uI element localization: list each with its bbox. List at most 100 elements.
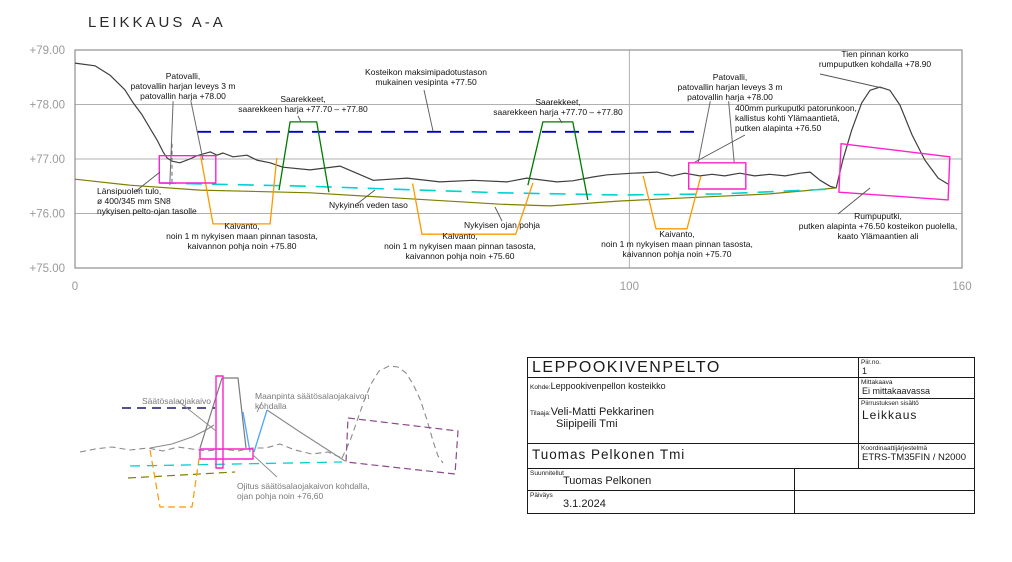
saarekkeet-1: Saarekkeet, saarekkeen harja +77.70 – +77… [238, 94, 368, 114]
kosteikon-vesipinta: Kosteikon maksimipadotustason mukainen ve… [365, 67, 487, 87]
island-2 [527, 121, 589, 201]
detail-leader-ojitus [252, 454, 278, 478]
dam-1-right-slope [190, 101, 204, 161]
dam-1-left-slope [169, 101, 174, 186]
detail-label-maanpinta-line-1: kohdalla [255, 401, 287, 411]
rumpuputki-line-2: kaato Ylämaantien ali [837, 231, 918, 241]
saarekkeet-2-line-0: Saarekkeet, [535, 97, 580, 107]
detail-cyan-water [129, 461, 343, 467]
detail-label-ojitus: Ojitus säätösalaojakaivon kohdalla, ojan … [237, 481, 370, 501]
nykyinen-veden-taso: Nykyinen veden taso [329, 200, 408, 210]
y-tick-label-79: +79.00 [30, 45, 66, 57]
detail-label-saatosalaojakaivo: Säätösalaojakaivo [142, 396, 211, 406]
detail-ground-left [149, 424, 215, 449]
lansipuolen-tulo: Länsipuolen tulo, ø 400/345 mm SN8 nykyise… [97, 186, 197, 216]
kohde-label: Kohde: [530, 384, 551, 391]
rumpuputki-line-0: Rumpuputki, [854, 211, 902, 221]
patovalli-2-line-0: Patovalli, [713, 72, 748, 82]
project-title: LEPPOOKIVENPELTO [532, 359, 721, 376]
detail-label-saatosalaojakaivo-line-0: Säätösalaojakaivo [142, 396, 211, 406]
detail-dam-body [199, 377, 247, 449]
detail-ground-dashed [79, 443, 343, 459]
kaivanto-1-line-1: noin 1 m nykyisen maan pinnan tasosta, [166, 231, 318, 241]
kaivanto-3-line-2: kaivannon pohja noin +75.70 [623, 249, 732, 259]
company-name: Tuomas Pelkonen Tmi [532, 447, 686, 462]
kohde-value: Leppookivenpellon kosteikko [550, 381, 666, 391]
mittakaava-label: Mittakaava [861, 379, 893, 386]
detail-label-ojitus-line-0: Ojitus säätösalaojakaivon kohdalla, [237, 481, 370, 491]
suunnitellut-label: Suunnitellut [530, 470, 564, 477]
tilaaja-line1: Veli-Matti Pekkarinen [550, 406, 655, 418]
patovalli-2-line-1: patovallin harjan leveys 3 m [678, 82, 783, 92]
koordinaatisto-value: ETRS-TM35FIN / N2000 [862, 452, 966, 463]
leader-veden-taso [356, 189, 376, 205]
leader-saarekkeet-2 [558, 117, 563, 124]
nykyisen-ojan-pohja: Nykyisen ojan pohja [464, 220, 540, 230]
saarekkeet-1-line-0: Saarekkeet, [280, 94, 325, 104]
tien-pinnan-korko: Tien pinnan korko rumpuputken kohdalla +7… [819, 49, 932, 69]
excavation-2 [411, 182, 534, 235]
kaivanto-1-line-0: Kaivanto, [224, 221, 259, 231]
leader-ojan-pohja [494, 206, 503, 222]
nykyisen-ojan-pohja-line-0: Nykyisen ojan pohja [464, 220, 540, 230]
x-tick-label-0: 0 [72, 281, 78, 293]
kaivanto-2: Kaivanto, noin 1 m nykyisen maan pinnan t… [384, 231, 536, 261]
lansipuolen-tulo-line-1: ø 400/345 mm SN8 [97, 196, 171, 206]
purkuputki-400-line-0: 400mm purkuputki patorunkoon, [735, 103, 857, 113]
kaivanto-3-line-0: Kaivanto, [659, 229, 694, 239]
island-1 [278, 121, 330, 193]
y-tick-label-78: +78.00 [30, 100, 66, 112]
detail-leader-maanpinta [256, 401, 263, 413]
kaivanto-2-line-1: noin 1 m nykyisen maan pinnan tasosta, [384, 241, 536, 251]
kaivanto-3: Kaivanto, noin 1 m nykyisen maan pinnan t… [601, 229, 753, 259]
kosteikon-vesipinta-line-0: Kosteikon maksimipadotustason [365, 67, 487, 77]
kohde-row: Kohde:Leppookivenpellon kosteikko [530, 381, 666, 391]
detail-label-ojitus-line-1: ojan pohja noin +76,60 [237, 491, 324, 501]
tilaaja-line2: Siipipeili Tmi [556, 418, 618, 430]
excavation-1 [200, 156, 278, 225]
patovalli-1: Patovalli, patovallin harjan leveys 3 m pa… [131, 71, 236, 101]
detail-label-maanpinta-line-0: Maanpinta säätösalaojakaivon [255, 391, 370, 401]
detail-ground-right [266, 409, 346, 462]
sisalto-value: Leikkaus [862, 408, 918, 422]
purkuputki-400-line-1: kallistus kohti Ylämaantietä, [735, 113, 840, 123]
saarekkeet-2: Saarekkeet, saarekkeen harja +77.70 – +77… [493, 97, 623, 117]
drawing-no: 1 [862, 366, 868, 376]
kaivanto-2-line-0: Kaivanto, [442, 231, 477, 241]
west-inlet-zone-box [158, 154, 217, 184]
detail-control-well-vertical [215, 375, 224, 469]
patovalli-1-line-2: patovallin harja +78.00 [140, 91, 226, 101]
saarekkeet-2-line-1: saarekkeen harja +77.70 – +77.80 [493, 107, 623, 117]
title-block: LEPPOOKIVENPELTO Piir.no. 1 Kohde:Leppoo… [527, 357, 975, 514]
kaivanto-2-line-2: kaivannon pohja noin +75.60 [406, 251, 515, 261]
leader-purkuputki [694, 134, 746, 163]
koordinaatisto-label: Koordinaattijärjestelmä [861, 445, 928, 452]
rumpuputki: Rumpuputki, putken alapinta +76.50 kostei… [799, 211, 958, 241]
dam-2-right-slope [728, 101, 735, 163]
x-tick-label-160: 160 [952, 281, 971, 293]
purkuputki-400: 400mm purkuputki patorunkoon, kallistus k… [735, 103, 857, 133]
patovalli-1-line-1: patovallin harjan leveys 3 m [131, 81, 236, 91]
culvert-zone-box [838, 142, 951, 201]
tilaaja-row: Tilaaja:Veli-Matti Pekkarinen Siipipeili… [530, 406, 654, 430]
current-water-level [159, 182, 833, 196]
leader-tien-pinnan [819, 73, 883, 89]
excavation-3 [642, 175, 702, 230]
kaivanto-1: Kaivanto, noin 1 m nykyisen maan pinnan t… [166, 221, 318, 251]
y-tick-label-76: +76.00 [30, 209, 66, 221]
tien-pinnan-korko-line-1: rumpuputken kohdalla +78.90 [819, 59, 932, 69]
x-tick-label-100: 100 [620, 281, 639, 293]
rumpuputki-line-1: putken alapinta +76.50 kosteikon puolell… [799, 221, 958, 231]
detail-ditch-v-right [253, 409, 268, 453]
tilaaja-label: Tilaaja: [530, 410, 551, 417]
lansipuolen-tulo-line-0: Länsipuolen tulo, [97, 186, 161, 196]
saarekkeet-1-line-1: saarekkeen harja +77.70 – +77.80 [238, 104, 368, 114]
detail-culvert-zone-purple [345, 417, 459, 475]
tien-pinnan-korko-line-0: Tien pinnan korko [841, 49, 909, 59]
kaivanto-3-line-1: noin 1 m nykyisen maan pinnan tasosta, [601, 239, 753, 249]
leader-lansipuolen [135, 171, 161, 192]
leader-saarekkeet-1 [297, 115, 302, 123]
sisalto-label: Piirrustuksen sisältö [861, 400, 919, 407]
